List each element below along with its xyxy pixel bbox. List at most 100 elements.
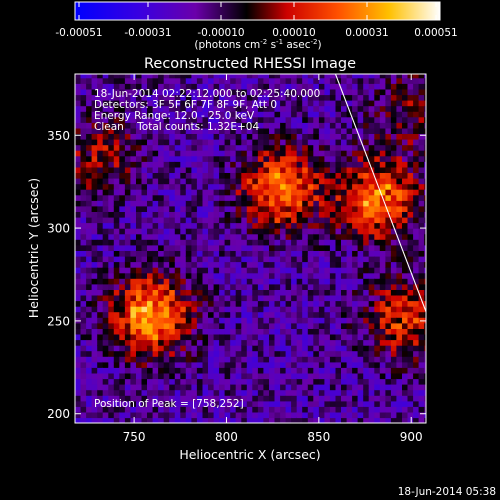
heatmap-cell: [152, 300, 159, 307]
heatmap-cell: [152, 74, 159, 79]
heatmap-cell: [313, 339, 320, 346]
heatmap-cell: [324, 361, 331, 368]
heatmap-cell: [385, 74, 392, 79]
heatmap-cell: [280, 300, 287, 307]
heatmap-cell: [124, 211, 131, 218]
heatmap-cell: [329, 116, 336, 123]
heatmap-cell: [141, 194, 148, 201]
heatmap-cell: [119, 211, 126, 218]
heatmap-cell: [75, 83, 82, 90]
heatmap-cell: [363, 278, 370, 285]
heatmap-cell: [180, 322, 187, 329]
heatmap-cell: [324, 239, 331, 246]
heatmap-cell: [152, 350, 159, 357]
heatmap-cell: [97, 283, 104, 290]
heatmap-cell: [418, 345, 425, 352]
heatmap-cell: [196, 278, 203, 285]
heatmap-cell: [396, 333, 403, 341]
heatmap-cell: [329, 150, 336, 157]
heatmap-cell: [219, 155, 226, 162]
heatmap-cell: [413, 350, 420, 357]
heatmap-cell: [202, 77, 209, 84]
heatmap-cell: [246, 74, 253, 79]
heatmap-cell: [318, 322, 325, 329]
heatmap-cell: [91, 356, 98, 363]
heatmap-cell: [324, 150, 331, 157]
heatmap-cell: [80, 178, 87, 185]
heatmap-cell: [413, 339, 420, 346]
heatmap-cell: [196, 205, 203, 212]
heatmap-cell: [97, 406, 104, 413]
heatmap-cell: [341, 105, 348, 112]
heatmap-cell: [346, 233, 353, 240]
heatmap-cell: [80, 367, 87, 374]
heatmap-cell: [390, 283, 397, 290]
heatmap-cell: [390, 111, 397, 118]
heatmap-cell: [368, 105, 375, 112]
heatmap-cell: [169, 100, 176, 107]
heatmap-cell: [246, 367, 253, 374]
heatmap-cell: [413, 372, 420, 380]
heatmap-cell: [75, 367, 82, 374]
heatmap-cell: [257, 74, 264, 79]
heatmap-cell: [158, 406, 165, 413]
heatmap-cell: [346, 155, 353, 162]
heatmap-cell: [385, 350, 392, 357]
heatmap-cell: [97, 261, 104, 268]
heatmap-cell: [147, 189, 154, 196]
heatmap-cell: [402, 311, 409, 318]
heatmap-cell: [91, 200, 98, 207]
heatmap-cell: [147, 105, 154, 112]
heatmap-cell: [130, 367, 137, 374]
heatmap-cell: [424, 127, 426, 134]
heatmap-cell: [324, 289, 331, 296]
heatmap-cell: [274, 322, 281, 329]
heatmap-cell: [169, 74, 176, 79]
heatmap-cell: [230, 116, 237, 123]
heatmap-cell: [291, 150, 298, 157]
heatmap-cell: [280, 111, 287, 118]
heatmap-cell: [413, 294, 420, 302]
heatmap-cell: [368, 211, 375, 218]
heatmap-cell: [196, 306, 203, 313]
heatmap-cell: [363, 406, 370, 413]
heatmap-cell: [191, 311, 198, 318]
heatmap-cell: [141, 228, 148, 235]
heatmap-cell: [363, 166, 370, 173]
heatmap-cell: [80, 322, 87, 329]
heatmap-cell: [202, 139, 209, 146]
heatmap-cell: [235, 127, 242, 134]
heatmap-cell: [374, 233, 381, 240]
heatmap-cell: [346, 178, 353, 185]
heatmap-cell: [302, 356, 309, 363]
heatmap-cell: [280, 255, 287, 263]
heatmap-cell: [307, 216, 314, 224]
heatmap-cell: [402, 77, 409, 84]
heatmap-cell: [185, 272, 192, 279]
heatmap-cell: [169, 161, 176, 168]
heatmap-cell: [246, 116, 253, 123]
heatmap-cell: [147, 350, 154, 357]
heatmap-cell: [219, 233, 226, 240]
heatmap-cell: [147, 211, 154, 218]
heatmap-cell: [396, 155, 403, 162]
heatmap-cell: [357, 322, 364, 329]
heatmap-cell: [307, 278, 314, 285]
heatmap-cell: [280, 272, 287, 279]
heatmap-cell: [324, 233, 331, 240]
heatmap-cell: [269, 250, 276, 257]
heatmap-cell: [263, 306, 270, 313]
heatmap-cell: [263, 317, 270, 324]
heatmap-cell: [185, 83, 192, 90]
heatmap-cell: [191, 211, 198, 218]
heatmap-cell: [86, 400, 93, 407]
heatmap-cell: [402, 228, 409, 235]
heatmap-cell: [97, 356, 104, 363]
heatmap-cell: [396, 74, 403, 79]
heatmap-cell: [169, 300, 176, 307]
heatmap-cell: [219, 328, 226, 335]
heatmap-cell: [390, 183, 397, 190]
heatmap-cell: [346, 261, 353, 268]
heatmap-cell: [119, 289, 126, 296]
heatmap-cell: [174, 261, 181, 268]
